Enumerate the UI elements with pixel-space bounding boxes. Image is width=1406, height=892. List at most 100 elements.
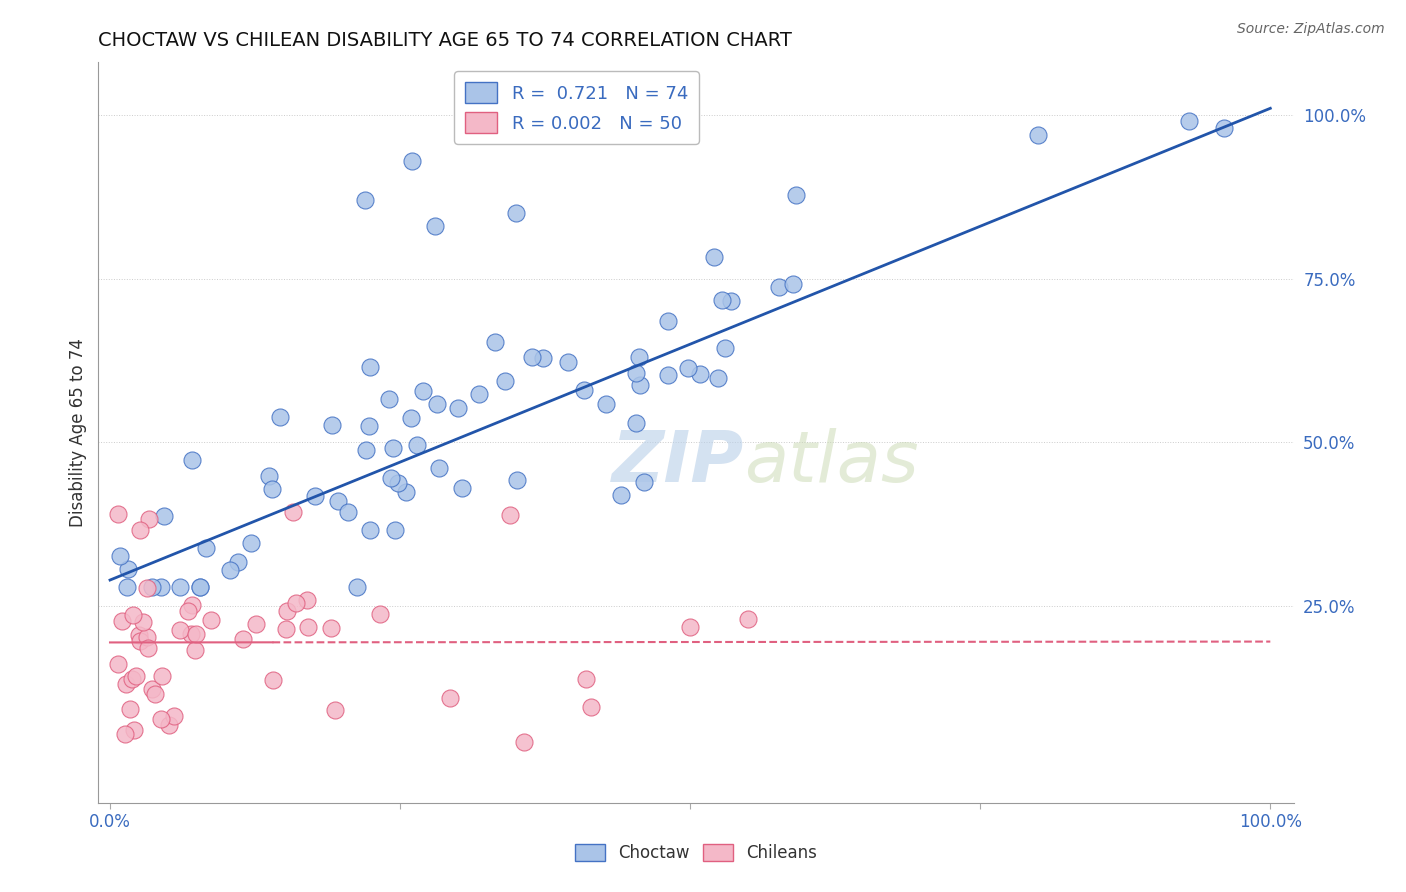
Point: [703, 250, 725, 264]
Point: [579, 700, 602, 714]
Point: [359, 523, 381, 537]
Point: [180, 627, 202, 641]
Point: [657, 314, 679, 328]
Point: [276, 604, 298, 618]
Point: [531, 351, 554, 365]
Point: [107, 507, 129, 521]
Point: [720, 293, 742, 308]
Point: [406, 438, 429, 452]
Point: [401, 153, 423, 168]
Point: [114, 727, 136, 741]
Point: [136, 630, 159, 644]
Point: [401, 411, 423, 425]
Point: [710, 293, 733, 307]
Point: [1212, 120, 1234, 135]
Point: [188, 580, 211, 594]
Point: [295, 593, 318, 607]
Point: [520, 350, 543, 364]
Point: [143, 687, 166, 701]
Point: [426, 397, 449, 411]
Point: [226, 555, 249, 569]
Point: [689, 368, 711, 382]
Point: [184, 626, 207, 640]
Point: [447, 401, 470, 416]
Point: [354, 193, 377, 207]
Point: [470, 128, 492, 142]
Point: [240, 536, 263, 550]
Point: [121, 608, 143, 623]
Point: [575, 673, 598, 687]
Point: [626, 366, 648, 380]
Point: [484, 334, 506, 349]
Point: [122, 723, 145, 738]
Point: [129, 634, 152, 648]
Point: [427, 461, 450, 475]
Point: [128, 524, 150, 538]
Legend: Choctaw, Chileans: Choctaw, Chileans: [568, 837, 824, 869]
Point: [138, 512, 160, 526]
Point: [785, 187, 807, 202]
Point: [627, 350, 650, 364]
Point: [157, 718, 180, 732]
Point: [423, 219, 446, 234]
Point: [285, 596, 308, 610]
Point: [498, 508, 520, 523]
Point: [768, 280, 790, 294]
Point: [121, 673, 143, 687]
Point: [115, 580, 138, 594]
Point: [494, 374, 516, 388]
Point: [108, 549, 131, 563]
Point: [232, 632, 254, 646]
Y-axis label: Disability Age 65 to 74: Disability Age 65 to 74: [69, 338, 87, 527]
Point: [111, 614, 134, 628]
Point: [304, 489, 326, 503]
Point: [624, 417, 647, 431]
Point: [245, 617, 267, 632]
Point: [360, 360, 382, 375]
Point: [628, 378, 651, 392]
Point: [283, 505, 305, 519]
Point: [357, 419, 380, 434]
Point: [262, 482, 284, 496]
Point: [782, 277, 804, 292]
Point: [505, 206, 527, 220]
Point: [737, 612, 759, 626]
Point: [125, 669, 148, 683]
Point: [219, 563, 242, 577]
Point: [354, 442, 377, 457]
Point: [1026, 128, 1049, 142]
Point: [257, 469, 280, 483]
Point: [380, 471, 402, 485]
Point: [169, 580, 191, 594]
Point: [394, 485, 416, 500]
Point: [387, 476, 409, 491]
Point: [384, 524, 406, 538]
Point: [633, 475, 655, 489]
Point: [381, 441, 404, 455]
Point: [180, 453, 202, 467]
Point: [150, 580, 173, 594]
Point: [153, 508, 176, 523]
Point: [141, 580, 163, 594]
Point: [135, 581, 157, 595]
Point: [274, 622, 297, 636]
Point: [188, 580, 211, 594]
Point: [657, 368, 679, 382]
Point: [346, 580, 368, 594]
Point: [118, 702, 141, 716]
Point: [115, 677, 138, 691]
Text: Source: ZipAtlas.com: Source: ZipAtlas.com: [1237, 22, 1385, 37]
Point: [323, 703, 346, 717]
Point: [195, 541, 218, 555]
Point: [150, 712, 173, 726]
Point: [262, 673, 284, 688]
Point: [595, 397, 617, 411]
Point: [128, 628, 150, 642]
Point: [378, 392, 401, 407]
Point: [132, 615, 155, 629]
Point: [200, 613, 222, 627]
Point: [107, 657, 129, 672]
Point: [368, 607, 391, 621]
Point: [557, 355, 579, 369]
Point: [297, 620, 319, 634]
